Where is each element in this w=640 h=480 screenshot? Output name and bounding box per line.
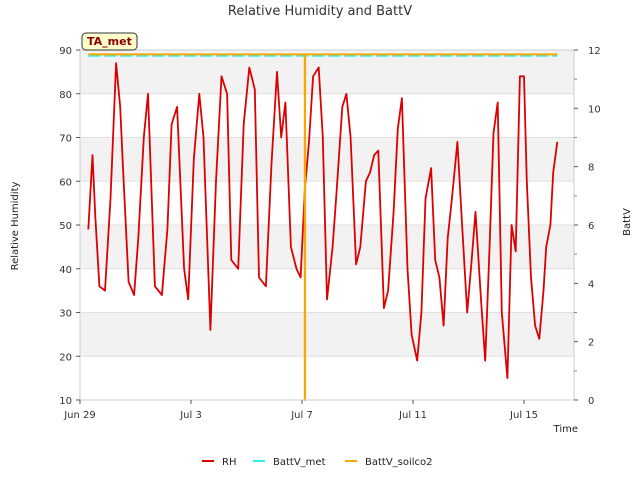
background-band: [80, 50, 574, 94]
site-badge: TA_met: [81, 32, 138, 51]
legend: RH BattV_met BattV_soilco2: [202, 457, 433, 468]
y-right-tick-label: 2: [588, 338, 594, 349]
y-right-tick-label: 8: [588, 163, 594, 174]
y-left-tick-label: 50: [59, 221, 72, 232]
background-band: [80, 225, 574, 269]
y-left-tick-label: 20: [59, 352, 72, 363]
x-tick-label: Jul 11: [398, 410, 427, 421]
site-badge-box: [81, 32, 138, 51]
y-left-tick-label: 80: [59, 90, 72, 101]
chart-title: Relative Humidity and BattV: [228, 4, 412, 19]
y-right-tick-label: 10: [588, 104, 601, 115]
legend-label-rh: RH: [222, 457, 236, 468]
background-band: [80, 312, 574, 357]
legend-label-battv-soilco2: BattV_soilco2: [365, 457, 433, 468]
x-tick-label: Jul 15: [509, 410, 538, 421]
y-left-tick-label: 70: [59, 134, 72, 145]
y-left-tick-label: 60: [59, 177, 72, 188]
y-left-tick-label: 10: [59, 396, 72, 407]
x-tick-label: Jun 29: [63, 410, 96, 421]
background-band: [80, 356, 574, 400]
series-line-rh: [87, 62, 559, 380]
y-right-tick-label: 6: [588, 221, 594, 232]
background-band: [80, 93, 574, 138]
x-axis-label: Time: [553, 424, 578, 435]
x-tick-label: Jul 7: [290, 410, 313, 421]
y-left-tick-label: 90: [59, 46, 72, 57]
background-bands: [80, 50, 574, 400]
y-right-tick-label: 4: [588, 279, 594, 290]
y-right-tick-label: 12: [588, 46, 601, 57]
y-right-tick-label: 0: [588, 396, 594, 407]
legend-label-battv-met: BattV_met: [273, 457, 326, 468]
tick-marks: 10 20 30 40 50 60 70 80 90 0 2 4 6 8 10 12 Jun 29 Jul 3 Ju…: [59, 46, 600, 421]
y-left-tick-label: 40: [59, 265, 72, 276]
site-badge-text: TA_met: [87, 35, 132, 48]
y-left-tick-label: 30: [59, 309, 72, 320]
x-tick-label: Jul 3: [179, 410, 202, 421]
y-axis-left-label: Relative Humidity: [10, 182, 21, 271]
y-axis-right-label: BattV: [622, 208, 633, 236]
